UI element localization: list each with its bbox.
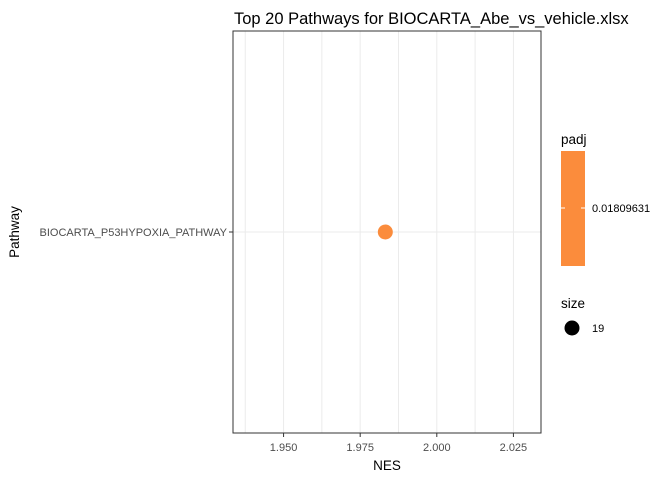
chart-title: Top 20 Pathways for BIOCARTA_Abe_vs_vehi… (234, 10, 629, 28)
x-tick-label: 1.975 (346, 442, 374, 454)
plot-panel (232, 30, 542, 434)
data-point (377, 224, 393, 240)
padj-legend-title: padj (561, 132, 587, 147)
size-legend-key (564, 320, 580, 336)
padj-legend: padj 0.01809631 (561, 132, 650, 266)
data-points (377, 224, 393, 240)
size-legend-label: 19 (592, 323, 604, 335)
y-axis-title: Pathway (7, 206, 22, 258)
x-tick-label: 1.950 (270, 442, 298, 454)
y-tick-label: BIOCARTA_P53HYPOXIA_PATHWAY (40, 227, 228, 239)
size-legend-title: size (561, 296, 585, 311)
y-axis: BIOCARTA_P53HYPOXIA_PATHWAY (40, 227, 233, 239)
x-axis-title: NES (373, 458, 401, 473)
size-legend: size 19 (561, 296, 604, 336)
x-tick-label: 2.025 (500, 442, 528, 454)
gridlines (233, 31, 541, 433)
x-axis: 1.950 1.975 2.000 2.025 (270, 433, 527, 454)
x-tick-label: 2.000 (423, 442, 451, 454)
padj-legend-label: 0.01809631 (592, 203, 650, 215)
